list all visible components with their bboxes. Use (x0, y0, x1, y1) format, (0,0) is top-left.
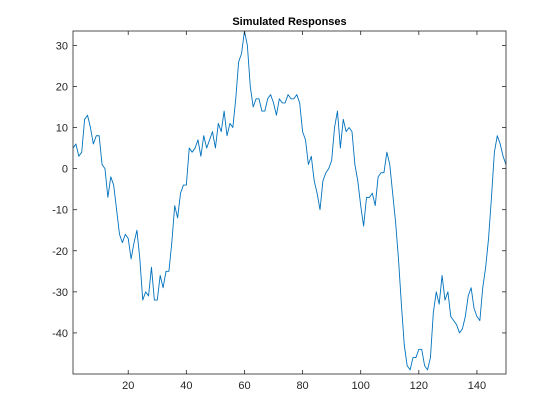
x-tick-label: 80 (296, 380, 308, 392)
y-tick-label: 10 (56, 123, 68, 135)
y-tick-label: 30 (56, 40, 68, 52)
series-layer (72, 30, 507, 371)
series-line (72, 30, 507, 371)
y-tick-label: -30 (52, 287, 68, 299)
plot-area (73, 31, 506, 374)
x-tick-label: 140 (468, 380, 486, 392)
x-tick-label: 40 (180, 380, 192, 392)
y-tick-label: 0 (62, 164, 68, 176)
y-tick-label: -40 (52, 328, 68, 340)
x-tick-label: 120 (410, 380, 428, 392)
x-tick-label: 60 (238, 380, 250, 392)
y-tick-label: 20 (56, 81, 68, 93)
x-tick-label: 100 (352, 380, 370, 392)
axes-layer: 20 40 60 80 100 120 140 -40 -30 -20 -10 0 10 20 30 (52, 31, 506, 392)
chart-title: Simulated Responses (232, 16, 346, 28)
x-tick-label: 20 (122, 380, 134, 392)
y-tick-label: -20 (52, 246, 68, 258)
plot-box (72, 30, 507, 375)
y-tick-label: -10 (52, 205, 68, 217)
